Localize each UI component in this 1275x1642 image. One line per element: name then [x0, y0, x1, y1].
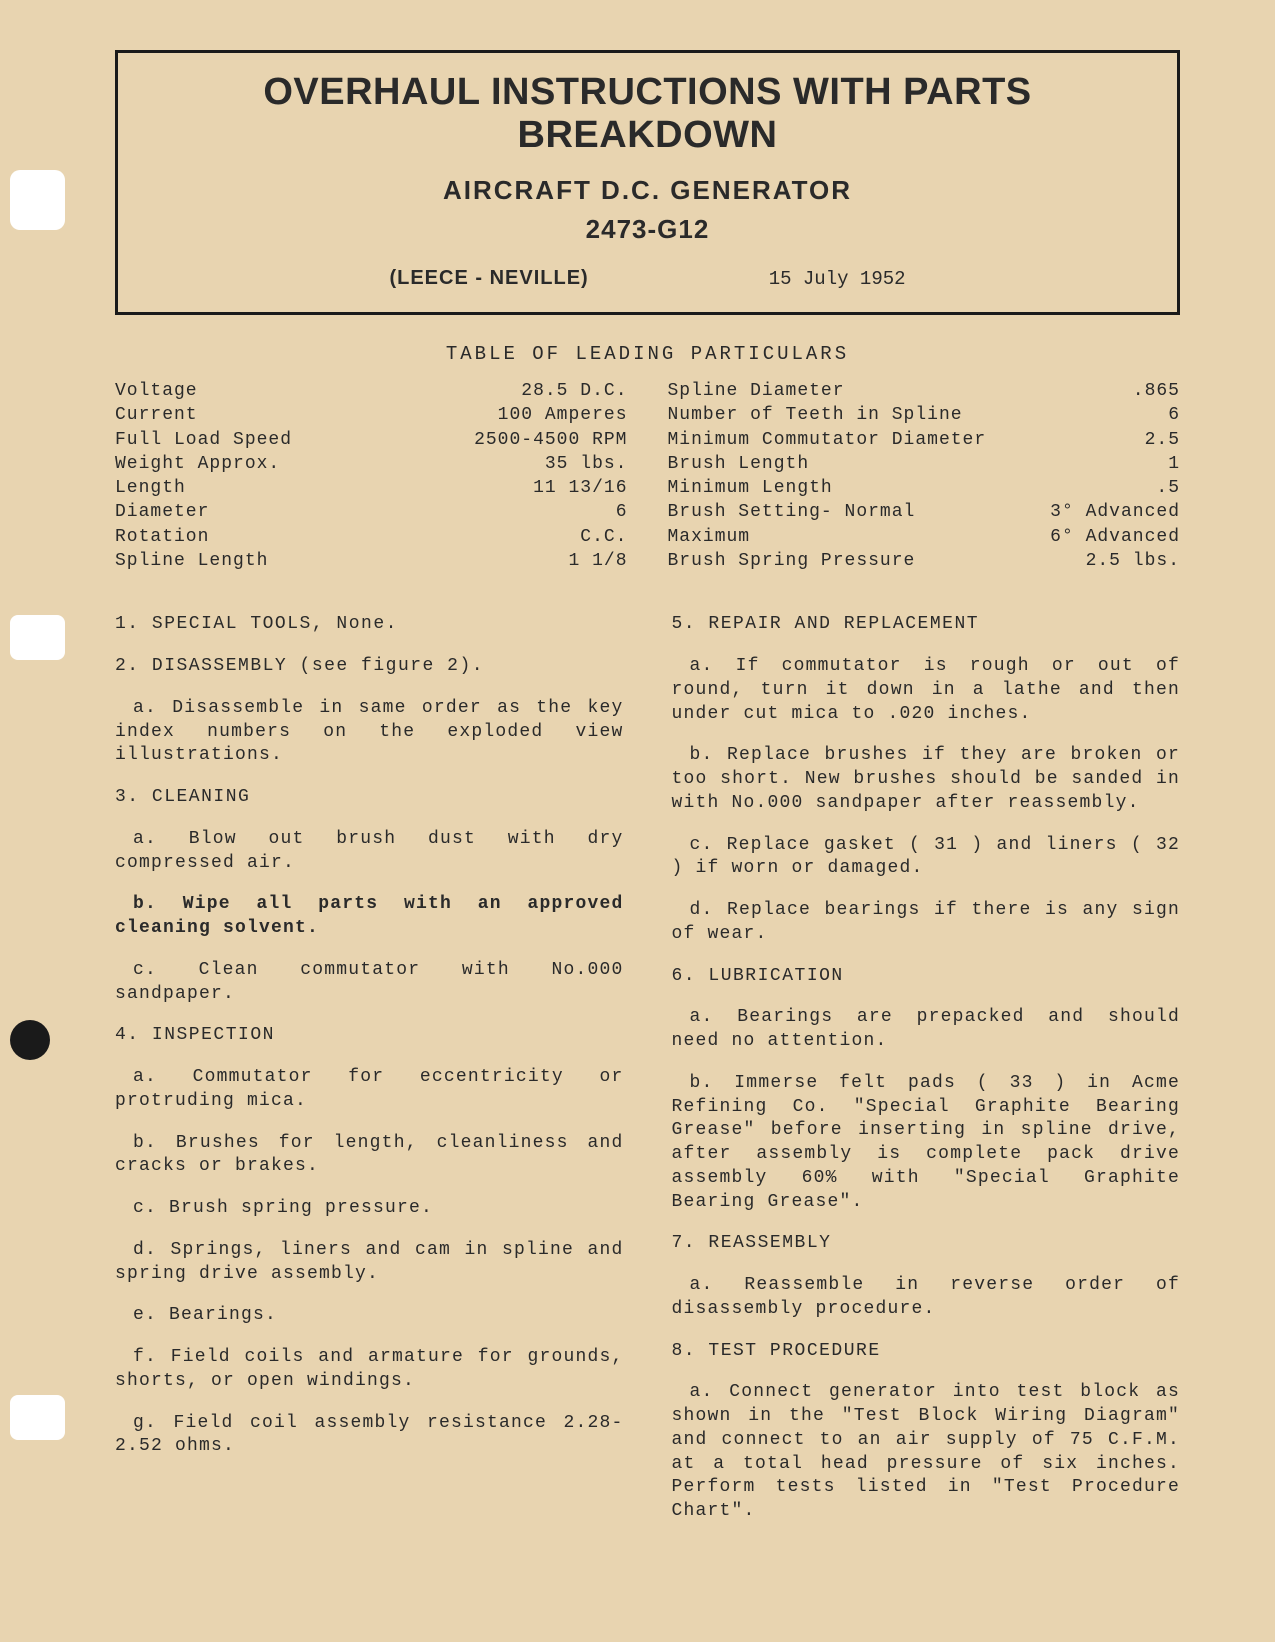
spec-label: Current	[115, 403, 198, 427]
spec-label: Voltage	[115, 379, 198, 403]
paragraph: c. Clean commutator with No.000 sandpape…	[115, 959, 624, 1007]
body-column-right: 5. REPAIR AND REPLACEMENT a. If commutat…	[672, 613, 1181, 1542]
section-heading: 7. REASSEMBLY	[672, 1232, 1181, 1256]
punch-hole	[10, 1395, 65, 1440]
paragraph: d. Springs, liners and cam in spline and…	[115, 1239, 624, 1287]
title-box: OVERHAUL INSTRUCTIONS WITH PARTS BREAKDO…	[115, 50, 1180, 315]
paragraph: f. Field coils and armature for grounds,…	[115, 1346, 624, 1394]
spec-row: Spline Length 1 1/8	[115, 549, 628, 573]
spec-row: Voltage 28.5 D.C.	[115, 379, 628, 403]
spec-value: 1 1/8	[568, 549, 627, 573]
spec-value: 6° Advanced	[1050, 525, 1180, 549]
paragraph: d. Replace bearings if there is any sign…	[672, 899, 1181, 947]
specs-table: Voltage28.5 D.C.Current100 AmperesFull L…	[115, 379, 1180, 573]
spec-row: Current 100 Amperes	[115, 403, 628, 427]
punch-hole	[10, 1020, 50, 1060]
spec-label: Brush Length	[668, 452, 810, 476]
spec-row: Spline Diameter .865	[668, 379, 1181, 403]
specs-column-right: Spline Diameter.865Number of Teeth in Sp…	[668, 379, 1181, 573]
spec-value: 1	[1168, 452, 1180, 476]
spec-value: 100 Amperes	[498, 403, 628, 427]
spec-value: 28.5 D.C.	[521, 379, 627, 403]
paragraph: g. Field coil assembly resistance 2.28-2…	[115, 1412, 624, 1460]
spec-label: Maximum	[668, 525, 751, 549]
spec-label: Weight Approx.	[115, 452, 280, 476]
spec-label: Number of Teeth in Spline	[668, 403, 963, 427]
punch-hole	[10, 615, 65, 660]
spec-label: Full Load Speed	[115, 428, 292, 452]
spec-label: Spline Length	[115, 549, 268, 573]
spec-row: Brush Spring Pressure 2.5 lbs.	[668, 549, 1181, 573]
spec-value: .865	[1133, 379, 1180, 403]
spec-value: .5	[1156, 476, 1180, 500]
spec-value: 2.5 lbs.	[1086, 549, 1180, 573]
spec-value: 35 lbs.	[545, 452, 628, 476]
spec-row: Diameter 6	[115, 500, 628, 524]
body-columns: 1. SPECIAL TOOLS, None. 2. DISASSEMBLY (…	[115, 613, 1180, 1542]
spec-label: Diameter	[115, 500, 209, 524]
spec-value: C.C.	[580, 525, 627, 549]
paragraph: a. Reassemble in reverse order of disass…	[672, 1274, 1181, 1322]
section-heading: 6. LUBRICATION	[672, 965, 1181, 989]
spec-label: Rotation	[115, 525, 209, 549]
spec-row: Brush Length 1	[668, 452, 1181, 476]
section-heading: 1. SPECIAL TOOLS, None.	[115, 613, 624, 637]
paragraph: b. Brushes for length, cleanliness and c…	[115, 1132, 624, 1180]
spec-value: 3° Advanced	[1050, 500, 1180, 524]
spec-value: 11 13/16	[533, 476, 627, 500]
paragraph: a. Connect generator into test block as …	[672, 1381, 1181, 1524]
paragraph: a. Bearings are prepacked and should nee…	[672, 1006, 1181, 1054]
spec-value: 6	[1168, 403, 1180, 427]
spec-row: Length 11 13/16	[115, 476, 628, 500]
spec-value: 2.5	[1145, 428, 1180, 452]
spec-row: Minimum Length .5	[668, 476, 1181, 500]
document-page: OVERHAUL INSTRUCTIONS WITH PARTS BREAKDO…	[0, 0, 1275, 1592]
spec-row: Brush Setting- Normal 3° Advanced	[668, 500, 1181, 524]
paragraph: a. Commutator for eccentricity or protru…	[115, 1066, 624, 1114]
paragraph: c. Brush spring pressure.	[115, 1197, 624, 1221]
spec-row: Full Load Speed 2500-4500 RPM	[115, 428, 628, 452]
paragraph: a. Blow out brush dust with dry compress…	[115, 828, 624, 876]
spec-label: Spline Diameter	[668, 379, 845, 403]
spec-label: Minimum Length	[668, 476, 833, 500]
paragraph: b. Replace brushes if they are broken or…	[672, 744, 1181, 815]
paragraph: b. Wipe all parts with an approved clean…	[115, 893, 624, 941]
paragraph: a. Disassemble in same order as the key …	[115, 697, 624, 768]
punch-hole	[10, 170, 65, 230]
body-column-left: 1. SPECIAL TOOLS, None. 2. DISASSEMBLY (…	[115, 613, 624, 1542]
spec-row: Weight Approx. 35 lbs.	[115, 452, 628, 476]
spec-row: Maximum 6° Advanced	[668, 525, 1181, 549]
spec-row: Minimum Commutator Diameter 2.5	[668, 428, 1181, 452]
paragraph: a. If commutator is rough or out of roun…	[672, 655, 1181, 726]
spec-value: 6	[616, 500, 628, 524]
spec-row: Number of Teeth in Spline 6	[668, 403, 1181, 427]
spec-label: Length	[115, 476, 186, 500]
section-heading: 3. CLEANING	[115, 786, 624, 810]
section-heading: 8. TEST PROCEDURE	[672, 1340, 1181, 1364]
manufacturer: (LEECE - NEVILLE)	[389, 267, 588, 290]
table-heading: TABLE OF LEADING PARTICULARS	[115, 343, 1180, 365]
paragraph: e. Bearings.	[115, 1304, 624, 1328]
paragraph: b. Immerse felt pads ( 33 ) in Acme Refi…	[672, 1072, 1181, 1215]
section-heading: 4. INSPECTION	[115, 1024, 624, 1048]
section-heading: 5. REPAIR AND REPLACEMENT	[672, 613, 1181, 637]
spec-row: Rotation C.C.	[115, 525, 628, 549]
sub-title: AIRCRAFT D.C. GENERATOR	[148, 175, 1147, 206]
spec-label: Brush Spring Pressure	[668, 549, 916, 573]
section-heading: 2. DISASSEMBLY (see figure 2).	[115, 655, 624, 679]
spec-label: Minimum Commutator Diameter	[668, 428, 987, 452]
main-title: OVERHAUL INSTRUCTIONS WITH PARTS BREAKDO…	[148, 71, 1147, 157]
manufacturer-row: (LEECE - NEVILLE) 15 July 1952	[148, 267, 1147, 290]
document-date: 15 July 1952	[769, 268, 906, 290]
paragraph: c. Replace gasket ( 31 ) and liners ( 32…	[672, 834, 1181, 882]
spec-value: 2500-4500 RPM	[474, 428, 627, 452]
spec-label: Brush Setting- Normal	[668, 500, 916, 524]
model-number: 2473-G12	[148, 214, 1147, 245]
specs-column-left: Voltage28.5 D.C.Current100 AmperesFull L…	[115, 379, 628, 573]
